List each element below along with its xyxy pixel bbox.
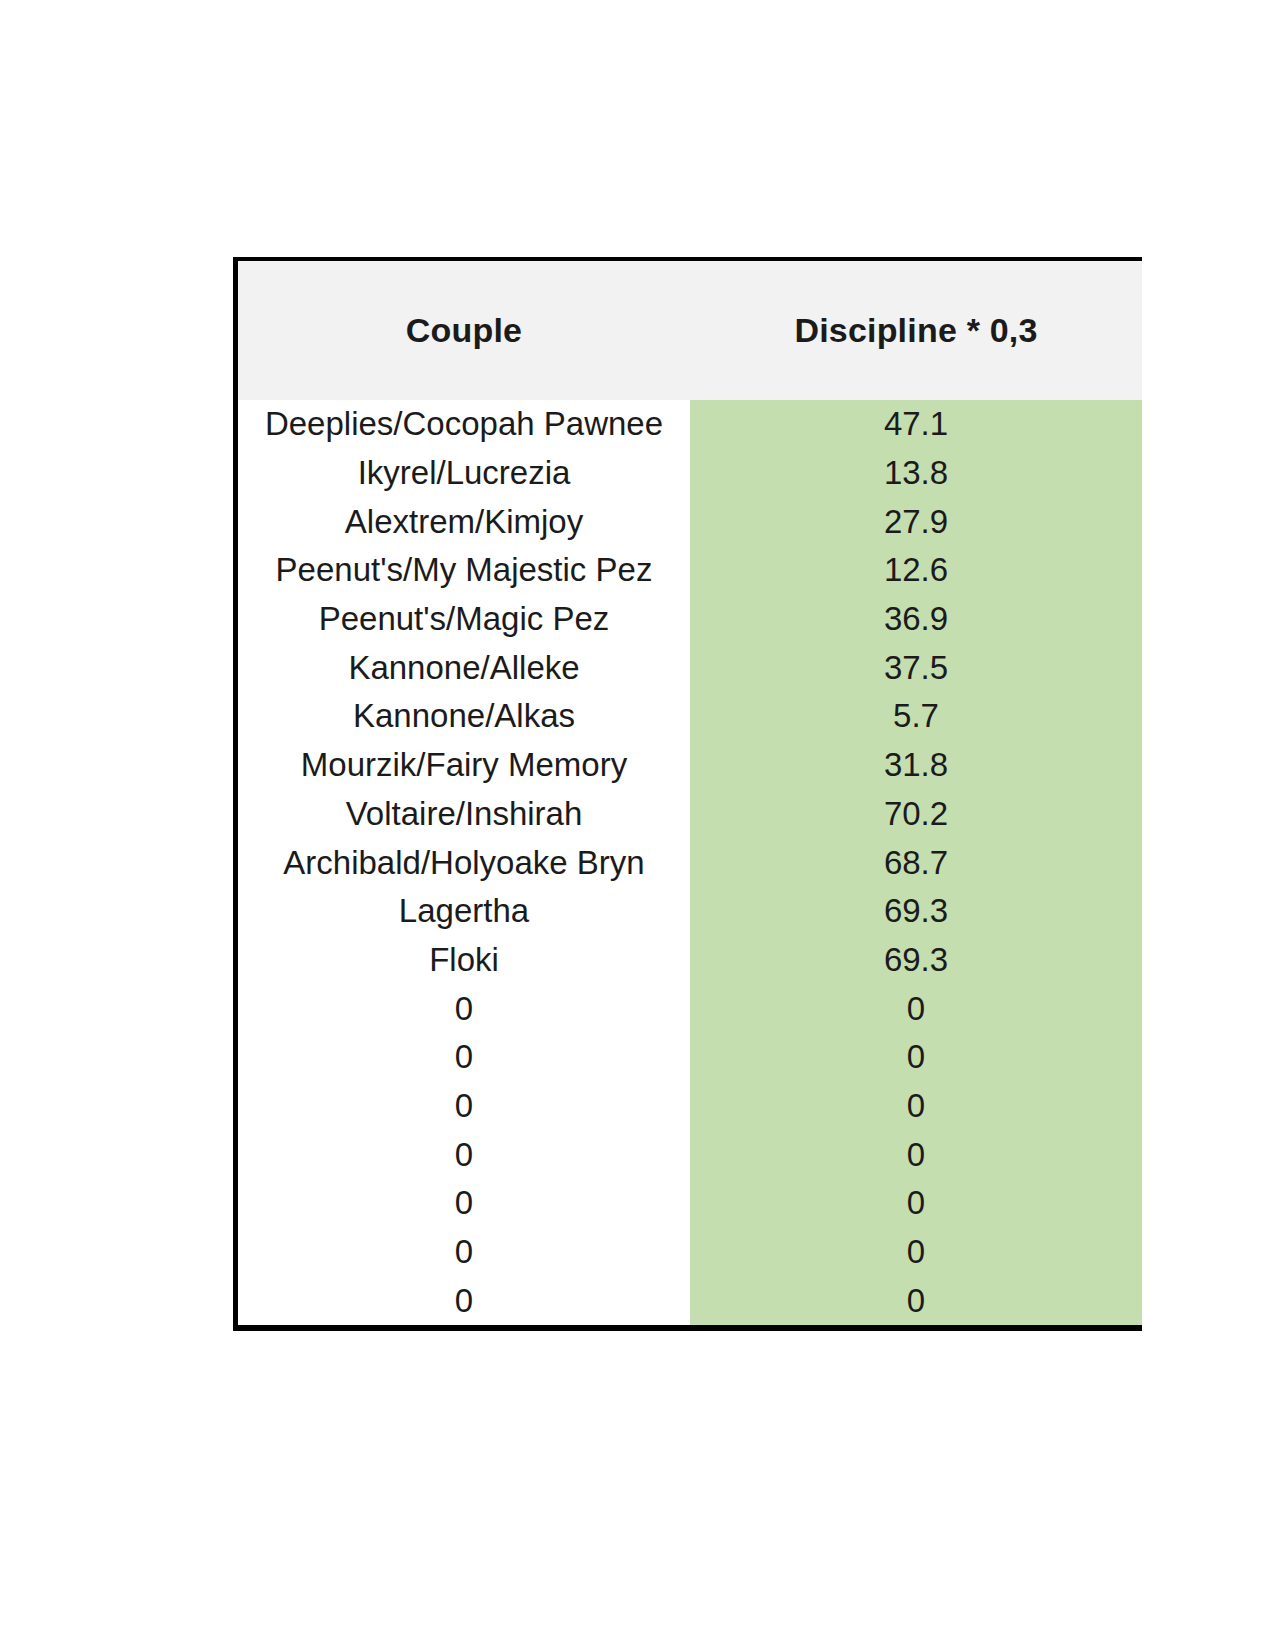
discipline-value-cell: 27.9 — [690, 497, 1142, 546]
discipline-value-cell: 70.2 — [690, 790, 1142, 839]
couple-cell: Ikyrel/Lucrezia — [238, 449, 690, 498]
discipline-value-cell: 31.8 — [690, 741, 1142, 790]
couple-cell: 0 — [238, 1228, 690, 1277]
couple-cell: Peenut's/Magic Pez — [238, 595, 690, 644]
discipline-value-cell: 37.5 — [690, 643, 1142, 692]
table-row: Peenut's/My Majestic Pez 12.6 — [238, 546, 1142, 595]
table-row: 0 0 — [238, 1228, 1142, 1277]
discipline-value-cell: 0 — [690, 1130, 1142, 1179]
page: Couple Discipline * 0,3 Deeplies/Cocopah… — [0, 0, 1275, 1651]
discipline-value-cell: 5.7 — [690, 692, 1142, 741]
table-row: 0 0 — [238, 1130, 1142, 1179]
couple-cell: Kannone/Alkas — [238, 692, 690, 741]
couple-cell: 0 — [238, 1130, 690, 1179]
discipline-value-cell: 0 — [690, 984, 1142, 1033]
couple-cell: Floki — [238, 936, 690, 985]
table-row: Mourzik/Fairy Memory 31.8 — [238, 741, 1142, 790]
table-row: Kannone/Alkas 5.7 — [238, 692, 1142, 741]
table-row: Alextrem/Kimjoy 27.9 — [238, 497, 1142, 546]
table-row: Voltaire/Inshirah 70.2 — [238, 790, 1142, 839]
column-header-couple: Couple — [238, 261, 690, 400]
couple-cell: Archibald/Holyoake Bryn — [238, 838, 690, 887]
couple-cell: Voltaire/Inshirah — [238, 790, 690, 839]
discipline-value-cell: 69.3 — [690, 936, 1142, 985]
discipline-value-cell: 0 — [690, 1179, 1142, 1228]
results-table: Couple Discipline * 0,3 Deeplies/Cocopah… — [233, 257, 1142, 1331]
discipline-value-cell: 0 — [690, 1033, 1142, 1082]
discipline-value-cell: 68.7 — [690, 838, 1142, 887]
couple-cell: 0 — [238, 984, 690, 1033]
table-row: Lagertha 69.3 — [238, 887, 1142, 936]
couple-cell: Alextrem/Kimjoy — [238, 497, 690, 546]
table-header-row: Couple Discipline * 0,3 — [238, 261, 1142, 400]
couple-cell: Kannone/Alleke — [238, 643, 690, 692]
table-row: 0 0 — [238, 984, 1142, 1033]
column-header-discipline: Discipline * 0,3 — [690, 261, 1142, 400]
table-row: 0 0 — [238, 1276, 1142, 1325]
table-row: 0 0 — [238, 1082, 1142, 1131]
table-row: Deeplies/Cocopah Pawnee 47.1 — [238, 400, 1142, 449]
couple-cell: Deeplies/Cocopah Pawnee — [238, 400, 690, 449]
table-row: Peenut's/Magic Pez 36.9 — [238, 595, 1142, 644]
discipline-value-cell: 0 — [690, 1082, 1142, 1131]
discipline-value-cell: 0 — [690, 1228, 1142, 1277]
table-rows: Deeplies/Cocopah Pawnee 47.1 Ikyrel/Lucr… — [238, 400, 1142, 1325]
couple-cell: 0 — [238, 1179, 690, 1228]
table-row: Archibald/Holyoake Bryn 68.7 — [238, 838, 1142, 887]
couple-cell: Peenut's/My Majestic Pez — [238, 546, 690, 595]
table-row: 0 0 — [238, 1033, 1142, 1082]
table-row: Floki 69.3 — [238, 936, 1142, 985]
couple-cell: 0 — [238, 1082, 690, 1131]
couple-cell: 0 — [238, 1033, 690, 1082]
couple-cell: Lagertha — [238, 887, 690, 936]
couple-cell: 0 — [238, 1276, 690, 1325]
table-row: Ikyrel/Lucrezia 13.8 — [238, 449, 1142, 498]
discipline-value-cell: 47.1 — [690, 400, 1142, 449]
discipline-value-cell: 0 — [690, 1276, 1142, 1325]
table-row: 0 0 — [238, 1179, 1142, 1228]
couple-cell: Mourzik/Fairy Memory — [238, 741, 690, 790]
discipline-value-cell: 12.6 — [690, 546, 1142, 595]
discipline-value-cell: 13.8 — [690, 449, 1142, 498]
discipline-value-cell: 69.3 — [690, 887, 1142, 936]
discipline-value-cell: 36.9 — [690, 595, 1142, 644]
table-row: Kannone/Alleke 37.5 — [238, 643, 1142, 692]
